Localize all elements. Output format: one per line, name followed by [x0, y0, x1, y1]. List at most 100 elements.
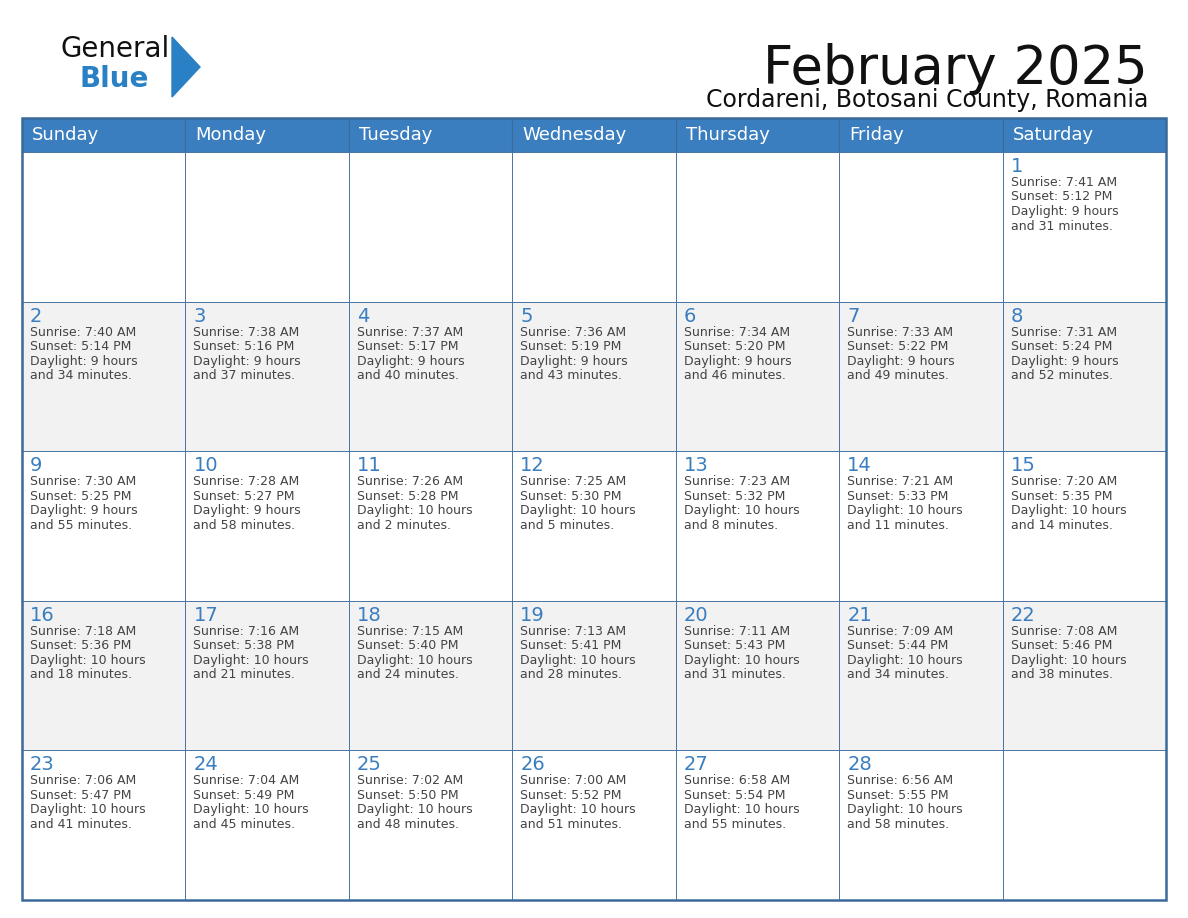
Text: and 11 minutes.: and 11 minutes.	[847, 519, 949, 532]
Text: Daylight: 10 hours: Daylight: 10 hours	[684, 803, 800, 816]
Text: Sunset: 5:44 PM: Sunset: 5:44 PM	[847, 639, 948, 653]
Bar	[839, 152, 1003, 302]
Text: Sunrise: 7:16 AM: Sunrise: 7:16 AM	[194, 625, 299, 638]
Text: 23: 23	[30, 756, 55, 775]
Bar	[839, 118, 1003, 152]
Text: Daylight: 10 hours: Daylight: 10 hours	[684, 654, 800, 666]
Text: Daylight: 10 hours: Daylight: 10 hours	[356, 803, 473, 816]
Bar	[512, 452, 676, 600]
Text: Sunrise: 7:37 AM: Sunrise: 7:37 AM	[356, 326, 463, 339]
Text: Daylight: 9 hours: Daylight: 9 hours	[1011, 354, 1118, 367]
Bar	[676, 152, 839, 302]
Text: Sunrise: 7:41 AM: Sunrise: 7:41 AM	[1011, 176, 1117, 189]
Text: Sunrise: 7:33 AM: Sunrise: 7:33 AM	[847, 326, 953, 339]
Text: and 52 minutes.: and 52 minutes.	[1011, 369, 1113, 382]
Text: and 34 minutes.: and 34 minutes.	[847, 668, 949, 681]
Text: Sunset: 5:38 PM: Sunset: 5:38 PM	[194, 639, 295, 653]
Text: Sunset: 5:55 PM: Sunset: 5:55 PM	[847, 789, 949, 802]
Bar	[185, 118, 349, 152]
Text: Sunrise: 7:30 AM: Sunrise: 7:30 AM	[30, 476, 137, 488]
Text: 5: 5	[520, 307, 532, 326]
Text: Saturday: Saturday	[1012, 126, 1094, 144]
Text: and 38 minutes.: and 38 minutes.	[1011, 668, 1113, 681]
Text: and 34 minutes.: and 34 minutes.	[30, 369, 132, 382]
Text: Sunrise: 7:18 AM: Sunrise: 7:18 AM	[30, 625, 137, 638]
Text: 6: 6	[684, 307, 696, 326]
Text: and 8 minutes.: and 8 minutes.	[684, 519, 778, 532]
Text: Sunset: 5:20 PM: Sunset: 5:20 PM	[684, 340, 785, 353]
Bar	[676, 118, 839, 152]
Text: and 55 minutes.: and 55 minutes.	[684, 818, 785, 831]
Bar	[1003, 302, 1165, 452]
Text: Sunset: 5:46 PM: Sunset: 5:46 PM	[1011, 639, 1112, 653]
Text: and 2 minutes.: and 2 minutes.	[356, 519, 451, 532]
Text: Sunrise: 7:00 AM: Sunrise: 7:00 AM	[520, 775, 626, 788]
Text: 21: 21	[847, 606, 872, 625]
Text: 17: 17	[194, 606, 219, 625]
Text: Sunrise: 7:25 AM: Sunrise: 7:25 AM	[520, 476, 626, 488]
Text: Sunrise: 7:34 AM: Sunrise: 7:34 AM	[684, 326, 790, 339]
Text: Daylight: 10 hours: Daylight: 10 hours	[847, 654, 962, 666]
Bar	[676, 452, 839, 600]
Text: 13: 13	[684, 456, 708, 476]
Text: 24: 24	[194, 756, 219, 775]
Bar	[23, 118, 1165, 900]
Text: Sunset: 5:36 PM: Sunset: 5:36 PM	[30, 639, 132, 653]
Text: Sunrise: 7:04 AM: Sunrise: 7:04 AM	[194, 775, 299, 788]
Text: 4: 4	[356, 307, 369, 326]
Text: and 31 minutes.: and 31 minutes.	[684, 668, 785, 681]
Bar	[23, 118, 185, 152]
Text: 12: 12	[520, 456, 545, 476]
Text: and 58 minutes.: and 58 minutes.	[847, 818, 949, 831]
Bar	[23, 452, 185, 600]
Text: 22: 22	[1011, 606, 1035, 625]
Bar	[23, 152, 185, 302]
Text: and 55 minutes.: and 55 minutes.	[30, 519, 132, 532]
Text: Sunset: 5:19 PM: Sunset: 5:19 PM	[520, 340, 621, 353]
Text: 9: 9	[30, 456, 43, 476]
Text: 19: 19	[520, 606, 545, 625]
Text: Thursday: Thursday	[685, 126, 770, 144]
Bar	[676, 302, 839, 452]
Text: 15: 15	[1011, 456, 1036, 476]
Text: Sunset: 5:30 PM: Sunset: 5:30 PM	[520, 489, 621, 503]
Text: Sunset: 5:49 PM: Sunset: 5:49 PM	[194, 789, 295, 802]
Text: Daylight: 10 hours: Daylight: 10 hours	[356, 654, 473, 666]
Text: Sunrise: 7:09 AM: Sunrise: 7:09 AM	[847, 625, 954, 638]
Text: and 41 minutes.: and 41 minutes.	[30, 818, 132, 831]
Text: Monday: Monday	[196, 126, 266, 144]
Text: Sunset: 5:16 PM: Sunset: 5:16 PM	[194, 340, 295, 353]
Bar	[23, 750, 185, 900]
Text: 18: 18	[356, 606, 381, 625]
Text: Sunset: 5:17 PM: Sunset: 5:17 PM	[356, 340, 459, 353]
Text: Daylight: 10 hours: Daylight: 10 hours	[194, 803, 309, 816]
Bar	[676, 600, 839, 750]
Text: Sunset: 5:47 PM: Sunset: 5:47 PM	[30, 789, 132, 802]
Bar	[349, 750, 512, 900]
Text: and 43 minutes.: and 43 minutes.	[520, 369, 623, 382]
Text: Daylight: 10 hours: Daylight: 10 hours	[30, 803, 146, 816]
Text: Daylight: 10 hours: Daylight: 10 hours	[520, 504, 636, 517]
Text: Daylight: 10 hours: Daylight: 10 hours	[520, 803, 636, 816]
Text: and 21 minutes.: and 21 minutes.	[194, 668, 296, 681]
Text: Sunrise: 6:58 AM: Sunrise: 6:58 AM	[684, 775, 790, 788]
Text: and 37 minutes.: and 37 minutes.	[194, 369, 296, 382]
Text: Cordareni, Botosani County, Romania: Cordareni, Botosani County, Romania	[706, 88, 1148, 112]
Text: 1: 1	[1011, 157, 1023, 176]
Text: Daylight: 10 hours: Daylight: 10 hours	[520, 654, 636, 666]
Bar	[185, 452, 349, 600]
Text: General: General	[61, 35, 169, 63]
Bar	[512, 118, 676, 152]
Text: 8: 8	[1011, 307, 1023, 326]
Text: Daylight: 10 hours: Daylight: 10 hours	[684, 504, 800, 517]
Text: Sunday: Sunday	[32, 126, 100, 144]
Text: and 28 minutes.: and 28 minutes.	[520, 668, 623, 681]
Text: Sunrise: 7:20 AM: Sunrise: 7:20 AM	[1011, 476, 1117, 488]
Text: Daylight: 9 hours: Daylight: 9 hours	[194, 354, 301, 367]
Text: and 49 minutes.: and 49 minutes.	[847, 369, 949, 382]
Text: Sunset: 5:33 PM: Sunset: 5:33 PM	[847, 489, 948, 503]
Text: and 48 minutes.: and 48 minutes.	[356, 818, 459, 831]
Text: 28: 28	[847, 756, 872, 775]
Bar	[23, 302, 185, 452]
Text: Sunrise: 7:38 AM: Sunrise: 7:38 AM	[194, 326, 299, 339]
